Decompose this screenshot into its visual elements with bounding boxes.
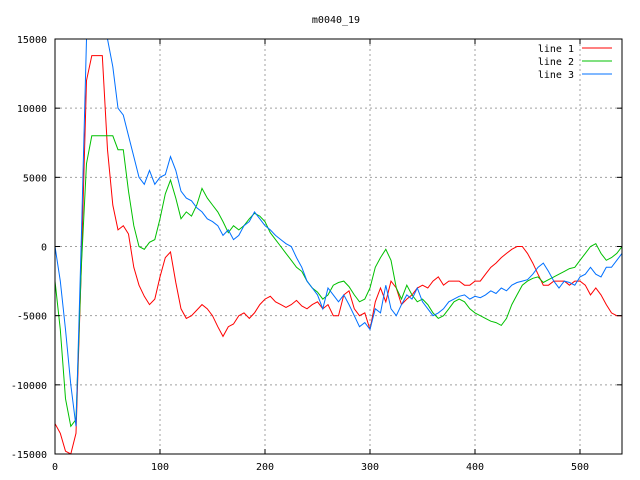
x-tick-label: 400 — [466, 462, 484, 473]
legend: line 1 line 2 line 3 — [538, 44, 612, 81]
chart-title: m0040_19 — [312, 15, 360, 26]
y-tick-label: -15000 — [11, 450, 47, 461]
y-tick-label: 0 — [41, 243, 47, 254]
series-line-2 — [55, 135, 622, 428]
x-tick-label: 100 — [151, 462, 169, 473]
x-axis-ticks: 0 100 200 300 400 500 — [52, 39, 589, 473]
y-axis-ticks: -15000 -10000 -5000 0 5000 10000 15000 — [11, 35, 622, 461]
x-tick-label: 200 — [256, 462, 274, 473]
y-tick-label: 15000 — [17, 35, 47, 46]
series-group — [55, 39, 622, 454]
y-tick-label: 5000 — [23, 173, 47, 184]
series-line-1 — [55, 55, 622, 454]
y-tick-label: -5000 — [17, 312, 47, 323]
y-tick-label: 10000 — [17, 104, 47, 115]
x-tick-label: 300 — [361, 462, 379, 473]
legend-label-2: line 2 — [538, 57, 574, 68]
y-tick-label: -10000 — [11, 381, 47, 392]
series-line-3 — [55, 39, 622, 427]
x-tick-label: 0 — [52, 462, 58, 473]
grid-lines — [55, 39, 622, 454]
legend-label-3: line 3 — [538, 70, 574, 81]
legend-label-1: line 1 — [538, 44, 574, 55]
x-tick-label: 500 — [571, 462, 589, 473]
